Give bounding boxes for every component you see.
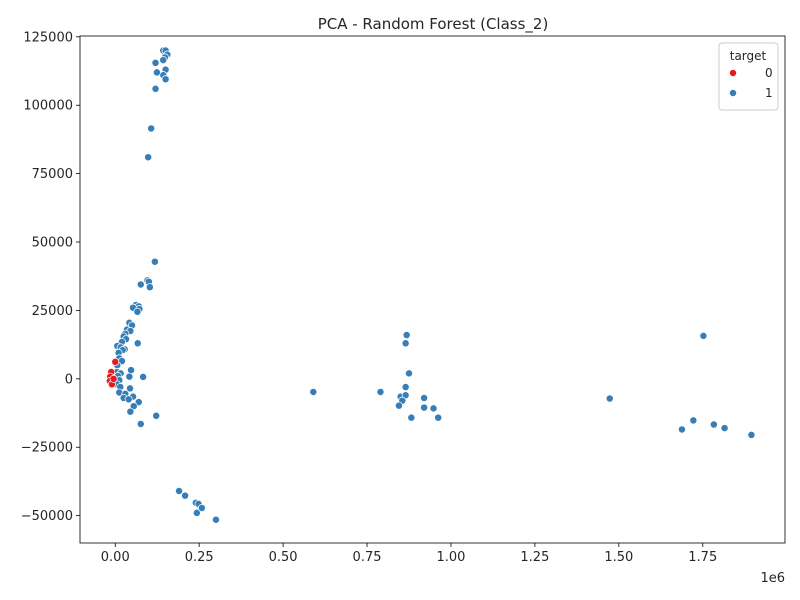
data-point [181, 491, 190, 500]
y-tick-label: 100000 [23, 99, 73, 114]
y-tick-label: −50000 [21, 509, 73, 524]
x-tick-label: 0.50 [269, 550, 298, 565]
data-point [197, 504, 206, 512]
data-point [144, 153, 153, 162]
data-point [147, 124, 156, 133]
data-point [109, 374, 118, 383]
data-point [434, 413, 443, 422]
data-point [429, 404, 438, 413]
data-point [126, 407, 135, 416]
data-point [152, 411, 161, 420]
data-point [150, 257, 159, 266]
data-point [405, 369, 413, 378]
x-tick-label: 0.25 [185, 550, 214, 565]
data-point [605, 394, 614, 403]
data-point [401, 383, 410, 391]
data-point [152, 68, 161, 77]
x-tick-label: 1.50 [604, 550, 633, 565]
data-point [145, 283, 154, 292]
data-point [126, 384, 134, 393]
points-layer [105, 46, 756, 524]
y-tick-label: 25000 [32, 304, 73, 319]
y-tick-label: 75000 [32, 167, 73, 182]
data-point [136, 280, 145, 289]
data-point [125, 372, 134, 381]
data-point [161, 75, 170, 84]
legend-title: target [730, 49, 767, 63]
legend-label: 1 [765, 86, 773, 100]
data-point [134, 398, 143, 407]
data-point [127, 366, 135, 375]
legend-marker [729, 69, 737, 77]
data-point [151, 84, 160, 93]
data-point [309, 388, 318, 396]
x-tick-label: 0.00 [101, 550, 130, 565]
data-point [212, 515, 220, 524]
x-tick-label: 1.75 [688, 550, 717, 565]
data-point [709, 420, 718, 429]
data-point [394, 401, 403, 410]
legend-marker [729, 89, 737, 97]
plot-frame [79, 35, 786, 544]
data-point [699, 331, 708, 340]
data-point [136, 420, 145, 428]
data-point [139, 372, 148, 381]
data-point [401, 339, 410, 348]
data-point [151, 58, 160, 67]
chart-title: PCA - Random Forest (Class_2) [318, 15, 549, 34]
y-tick-label: 0 [65, 372, 73, 387]
y-tick-label: 125000 [23, 30, 73, 45]
x-tick-label: 0.75 [353, 550, 382, 565]
x-tick-label: 1.25 [520, 550, 549, 565]
data-point [720, 424, 729, 433]
data-point [175, 487, 183, 495]
legend-label: 0 [765, 66, 773, 80]
data-point [159, 56, 168, 65]
x-tick-label: 1.00 [436, 550, 465, 565]
data-point [677, 425, 686, 434]
data-point [407, 413, 416, 422]
y-axis: −50000 −25000 0 25000 50000 75000 100000 125000 [21, 30, 80, 524]
data-point [133, 307, 142, 316]
y-tick-label: 50000 [32, 236, 73, 251]
data-point [420, 403, 429, 412]
data-point [747, 430, 756, 439]
data-point [133, 339, 142, 348]
x-axis: 0.00 0.25 0.50 0.75 1.00 1.25 1.50 1.75 [101, 543, 717, 565]
data-point [192, 508, 201, 517]
data-point [402, 331, 411, 340]
data-point [689, 416, 698, 425]
data-point [111, 357, 120, 366]
x-offset-text: 1e6 [760, 571, 785, 586]
data-point [124, 395, 133, 404]
legend: target 0 1 [718, 42, 779, 111]
data-point [420, 394, 429, 402]
data-point [376, 388, 385, 396]
y-tick-label: −25000 [21, 441, 73, 456]
